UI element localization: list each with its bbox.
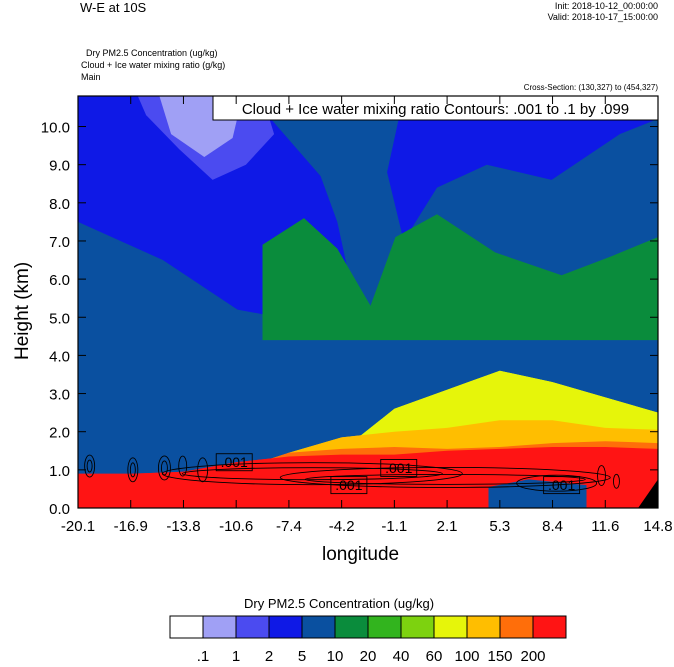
axes: -20.1 -16.9 -13.8 -10.6 -7.4 -4.2 -1.1 2.1 5.3 8.… [41,95,673,535]
contour-ring [178,455,188,477]
contour-ring [613,473,620,489]
contour-label-box [543,476,581,495]
x-tick-label: -20.1 [61,518,95,535]
contour-value-label: .001 [385,460,412,476]
colorbar-level-label: 200 [520,648,545,665]
colorbar-swatch [334,615,369,639]
valid-time: Valid: 2018-10-17_15:00:00 [547,12,658,22]
x-tick-label: 14.8 [643,518,672,535]
field-level-3-east [387,96,658,241]
x-tick-label: -4.2 [329,518,355,535]
colorbar-swatch [301,615,336,639]
colorbar-swatch [433,615,468,639]
x-tick-label: 11.6 [591,518,619,535]
x-tick-label: 2.1 [437,518,458,535]
x-tick-label: -13.8 [166,518,200,535]
field-label-pm25: Dry PM2.5 Concentration (ug/kg) [86,48,218,58]
colorbar-level-label: 40 [393,648,410,665]
y-tick-label: 7.0 [49,234,70,251]
colorbar-swatch [400,615,435,639]
colorbar-level-label: 100 [454,648,479,665]
colorbar-swatch [268,615,303,639]
field-label-cloud: Cloud + Ice water mixing ratio (g/kg) [81,60,226,70]
x-tick-label: -16.9 [114,518,148,535]
contour-label-box [215,453,253,472]
contour-ring [161,462,463,486]
contour-label-box [330,476,368,495]
colorbar-level-label: 60 [426,648,443,665]
contour-value-label: .001 [221,454,248,470]
y-tick-label: 2.0 [49,425,70,442]
x-axis-label: longitude [322,544,400,565]
contour-ring [304,473,586,485]
y-tick-label: 4.0 [49,348,70,365]
y-tick-label: 0.0 [49,501,70,518]
colorbar-level-label: 10 [327,648,344,665]
plot-title: W-E at 10S [80,0,147,15]
init-time: Init: 2018-10-12_00:00:00 [554,1,658,11]
contour-ring [129,462,136,478]
contour-value-label: .001 [335,477,362,493]
colorbar-level-label: 150 [487,648,512,665]
x-tick-label: -10.6 [219,518,253,535]
contour-ring [181,467,443,481]
x-tick-label: 5.3 [489,518,510,535]
y-tick-label: 3.0 [49,387,70,404]
y-tick-label: 6.0 [49,272,70,289]
contour-ring [160,460,168,476]
colorbar-swatch [532,615,567,639]
colorbar-level-label: 5 [298,648,306,665]
y-tick-label: 10.0 [41,120,70,137]
y-tick-label: 9.0 [49,158,70,175]
field-layers [78,96,658,508]
contour-ring [84,454,96,478]
plot-frame [77,95,659,509]
colorbar-swatch [499,615,534,639]
colorbar-swatch [235,615,270,639]
contour-label-box [380,458,418,477]
colorbar-title: Dry PM2.5 Concentration (ug/kg) [244,596,435,611]
field-level-5-upper [262,214,658,341]
contour-ring [86,459,93,473]
contour-info-label: Cloud + Ice water mixing ratio Contours:… [242,101,629,118]
colorbar-swatch [367,615,402,639]
x-tick-label: -1.1 [381,518,407,535]
cross-section-label: Cross-Section: (130,327) to (454,327) [523,83,658,92]
contour-ring [127,457,139,483]
colorbar-level-label: 20 [360,648,377,665]
colorbar-swatch [169,615,204,639]
cloud-contours: .001 .001 .001 .001 Cloud + Ice water mixing… [84,95,659,495]
y-tick-label: 5.0 [49,310,70,327]
x-tick-label: 8.4 [542,518,563,535]
colorbar-level-label: .1 [197,648,210,665]
colorbar-swatch [202,615,237,639]
contour-ring [279,467,611,488]
colorbar: .1 1 2 5 10 20 40 60 100 150 200 [169,615,567,665]
field-label-main: Main [81,72,101,82]
colorbar-level-label: 1 [232,648,240,665]
y-tick-label: 1.0 [49,463,70,480]
contour-lines [84,454,620,492]
colorbar-swatch [466,615,501,639]
colorbar-level-label: 2 [265,648,273,665]
contour-ring [597,465,606,487]
terrain [638,479,658,508]
y-tick-label: 8.0 [49,196,70,213]
x-tick-label: -7.4 [276,518,302,535]
contour-value-label: .001 [548,477,575,493]
contour-ring [516,474,598,492]
pm25-field [78,96,658,508]
contour-ring [157,455,171,481]
